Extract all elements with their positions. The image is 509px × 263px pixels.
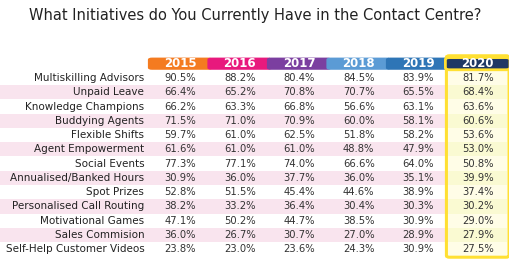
Text: 2016: 2016 — [223, 57, 256, 70]
Text: 2019: 2019 — [401, 57, 434, 70]
Text: Sales Commision: Sales Commision — [54, 230, 144, 240]
Text: 52.8%: 52.8% — [164, 187, 195, 197]
Text: 81.7%: 81.7% — [461, 73, 493, 83]
Text: 38.5%: 38.5% — [342, 216, 374, 226]
Text: 63.1%: 63.1% — [402, 102, 433, 112]
Text: 48.8%: 48.8% — [343, 144, 374, 154]
Text: Buddying Agents: Buddying Agents — [55, 116, 144, 126]
Text: 53.6%: 53.6% — [461, 130, 493, 140]
Text: 80.4%: 80.4% — [283, 73, 314, 83]
Text: 61.6%: 61.6% — [164, 144, 195, 154]
Text: Spot Prizes: Spot Prizes — [87, 187, 144, 197]
Text: 58.1%: 58.1% — [402, 116, 433, 126]
Text: Unpaid Leave: Unpaid Leave — [73, 87, 144, 97]
Text: 60.0%: 60.0% — [342, 116, 374, 126]
Text: 70.8%: 70.8% — [283, 87, 315, 97]
Text: 51.8%: 51.8% — [342, 130, 374, 140]
Text: 68.4%: 68.4% — [461, 87, 493, 97]
Text: Personalised Call Routing: Personalised Call Routing — [12, 201, 144, 211]
Text: 23.6%: 23.6% — [283, 244, 315, 254]
Text: 30.9%: 30.9% — [164, 173, 195, 183]
Text: Motivational Games: Motivational Games — [40, 216, 144, 226]
Text: 36.0%: 36.0% — [223, 173, 255, 183]
Text: 35.1%: 35.1% — [402, 173, 433, 183]
Text: 63.6%: 63.6% — [461, 102, 493, 112]
Text: 71.0%: 71.0% — [223, 116, 255, 126]
Text: 47.9%: 47.9% — [402, 144, 433, 154]
Text: 30.4%: 30.4% — [343, 201, 374, 211]
Text: 28.9%: 28.9% — [402, 230, 433, 240]
Text: 63.3%: 63.3% — [223, 102, 255, 112]
Text: 65.5%: 65.5% — [402, 87, 433, 97]
Text: 23.0%: 23.0% — [223, 244, 255, 254]
Text: 2020: 2020 — [461, 57, 493, 70]
Text: 59.7%: 59.7% — [164, 130, 195, 140]
Text: 36.4%: 36.4% — [283, 201, 315, 211]
Text: 30.9%: 30.9% — [402, 216, 433, 226]
Text: 45.4%: 45.4% — [283, 187, 315, 197]
Text: 27.5%: 27.5% — [461, 244, 493, 254]
Text: Social Events: Social Events — [74, 159, 144, 169]
Text: 56.6%: 56.6% — [342, 102, 374, 112]
Text: 29.0%: 29.0% — [461, 216, 493, 226]
Text: 37.4%: 37.4% — [461, 187, 493, 197]
Text: 66.2%: 66.2% — [164, 102, 195, 112]
Text: 36.0%: 36.0% — [342, 173, 374, 183]
Text: 44.6%: 44.6% — [342, 187, 374, 197]
Text: 65.2%: 65.2% — [223, 87, 255, 97]
Text: Multiskilling Advisors: Multiskilling Advisors — [34, 73, 144, 83]
Text: 38.9%: 38.9% — [402, 187, 433, 197]
Text: 62.5%: 62.5% — [283, 130, 315, 140]
Text: 2015: 2015 — [163, 57, 196, 70]
Text: 77.3%: 77.3% — [164, 159, 195, 169]
Text: 23.8%: 23.8% — [164, 244, 195, 254]
Text: 2017: 2017 — [282, 57, 315, 70]
Text: 26.7%: 26.7% — [223, 230, 255, 240]
Text: 2018: 2018 — [342, 57, 374, 70]
Text: 24.3%: 24.3% — [342, 244, 374, 254]
Text: 27.9%: 27.9% — [461, 230, 493, 240]
Text: 36.0%: 36.0% — [164, 230, 195, 240]
Text: 30.7%: 30.7% — [283, 230, 315, 240]
Text: 61.0%: 61.0% — [283, 144, 315, 154]
Text: 60.6%: 60.6% — [461, 116, 493, 126]
Text: Flexible Shifts: Flexible Shifts — [71, 130, 144, 140]
Text: 30.2%: 30.2% — [461, 201, 493, 211]
Text: 66.8%: 66.8% — [283, 102, 315, 112]
Text: 90.5%: 90.5% — [164, 73, 195, 83]
Text: 27.0%: 27.0% — [342, 230, 374, 240]
Text: 70.9%: 70.9% — [283, 116, 315, 126]
Text: 51.5%: 51.5% — [223, 187, 255, 197]
Text: Annualised/Banked Hours: Annualised/Banked Hours — [10, 173, 144, 183]
Text: 37.7%: 37.7% — [283, 173, 315, 183]
Text: 33.2%: 33.2% — [223, 201, 255, 211]
Text: What Initiatives do You Currently Have in the Contact Centre?: What Initiatives do You Currently Have i… — [29, 8, 480, 23]
Text: 71.5%: 71.5% — [164, 116, 195, 126]
Text: 88.2%: 88.2% — [223, 73, 255, 83]
Text: 74.0%: 74.0% — [283, 159, 315, 169]
Text: Knowledge Champions: Knowledge Champions — [25, 102, 144, 112]
Text: 84.5%: 84.5% — [342, 73, 374, 83]
Text: 2020: 2020 — [461, 57, 493, 70]
Text: 66.4%: 66.4% — [164, 87, 195, 97]
Text: 58.2%: 58.2% — [402, 130, 433, 140]
Text: Agent Empowerment: Agent Empowerment — [34, 144, 144, 154]
Text: 64.0%: 64.0% — [402, 159, 433, 169]
Text: 30.9%: 30.9% — [402, 244, 433, 254]
Text: 66.6%: 66.6% — [342, 159, 374, 169]
Text: 61.0%: 61.0% — [223, 144, 255, 154]
Text: Self-Help Customer Videos: Self-Help Customer Videos — [6, 244, 144, 254]
Text: 61.0%: 61.0% — [223, 130, 255, 140]
Text: 53.0%: 53.0% — [461, 144, 493, 154]
Text: 50.2%: 50.2% — [223, 216, 255, 226]
Text: 83.9%: 83.9% — [402, 73, 433, 83]
Text: 50.8%: 50.8% — [461, 159, 493, 169]
Text: 30.3%: 30.3% — [402, 201, 433, 211]
Text: 39.9%: 39.9% — [461, 173, 493, 183]
Text: 47.1%: 47.1% — [164, 216, 195, 226]
Text: 70.7%: 70.7% — [342, 87, 374, 97]
Text: 77.1%: 77.1% — [223, 159, 255, 169]
Text: 38.2%: 38.2% — [164, 201, 195, 211]
Text: 44.7%: 44.7% — [283, 216, 315, 226]
